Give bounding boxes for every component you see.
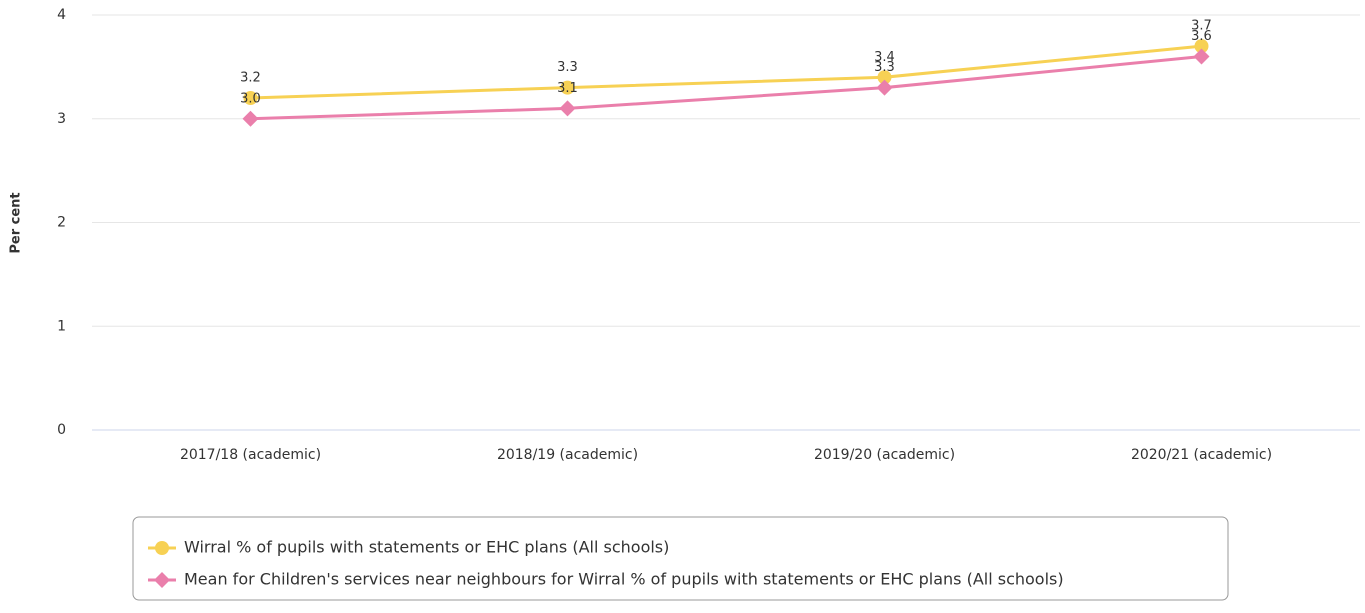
marker — [155, 541, 169, 555]
marker — [1194, 39, 1209, 54]
y-tick-label: 3 — [57, 111, 66, 127]
y-axis-label: Per cent — [9, 192, 24, 253]
data-label: 3.6 — [1191, 29, 1212, 44]
marker — [243, 91, 258, 105]
data-label: 3.4 — [874, 50, 895, 65]
data-label: 3.7 — [1191, 19, 1212, 34]
marker — [877, 70, 892, 85]
y-tick-label: 4 — [57, 7, 66, 23]
data-label: 3.0 — [240, 91, 261, 106]
x-tick-label: 2017/18 (academic) — [180, 447, 321, 463]
legend-label: Mean for Children's services near neighb… — [184, 570, 1064, 589]
marker — [876, 79, 893, 96]
data-label: 3.2 — [240, 71, 261, 86]
y-tick-label: 2 — [57, 215, 66, 231]
series-line — [250, 55, 1202, 121]
series-line — [250, 44, 1202, 100]
x-tick-label: 2020/21 (academic) — [1131, 447, 1272, 463]
legend-item: Mean for Children's services near neighb… — [148, 570, 1064, 589]
data-label: 3.3 — [874, 60, 895, 75]
marker — [559, 100, 576, 117]
marker — [1193, 48, 1210, 65]
y-tick-label: 0 — [57, 422, 66, 438]
x-tick-label: 2018/19 (academic) — [497, 447, 638, 463]
data-label: 3.3 — [557, 60, 578, 75]
legend-item: Wirral % of pupils with statements or EH… — [148, 538, 669, 557]
y-tick-label: 1 — [57, 318, 66, 334]
marker — [242, 110, 259, 127]
marker — [560, 80, 575, 95]
legend-box — [132, 516, 1229, 601]
marker — [154, 572, 170, 588]
legend-label: Wirral % of pupils with statements or EH… — [184, 538, 669, 557]
x-tick-label: 2019/20 (academic) — [814, 447, 955, 463]
data-label: 3.1 — [557, 81, 578, 96]
